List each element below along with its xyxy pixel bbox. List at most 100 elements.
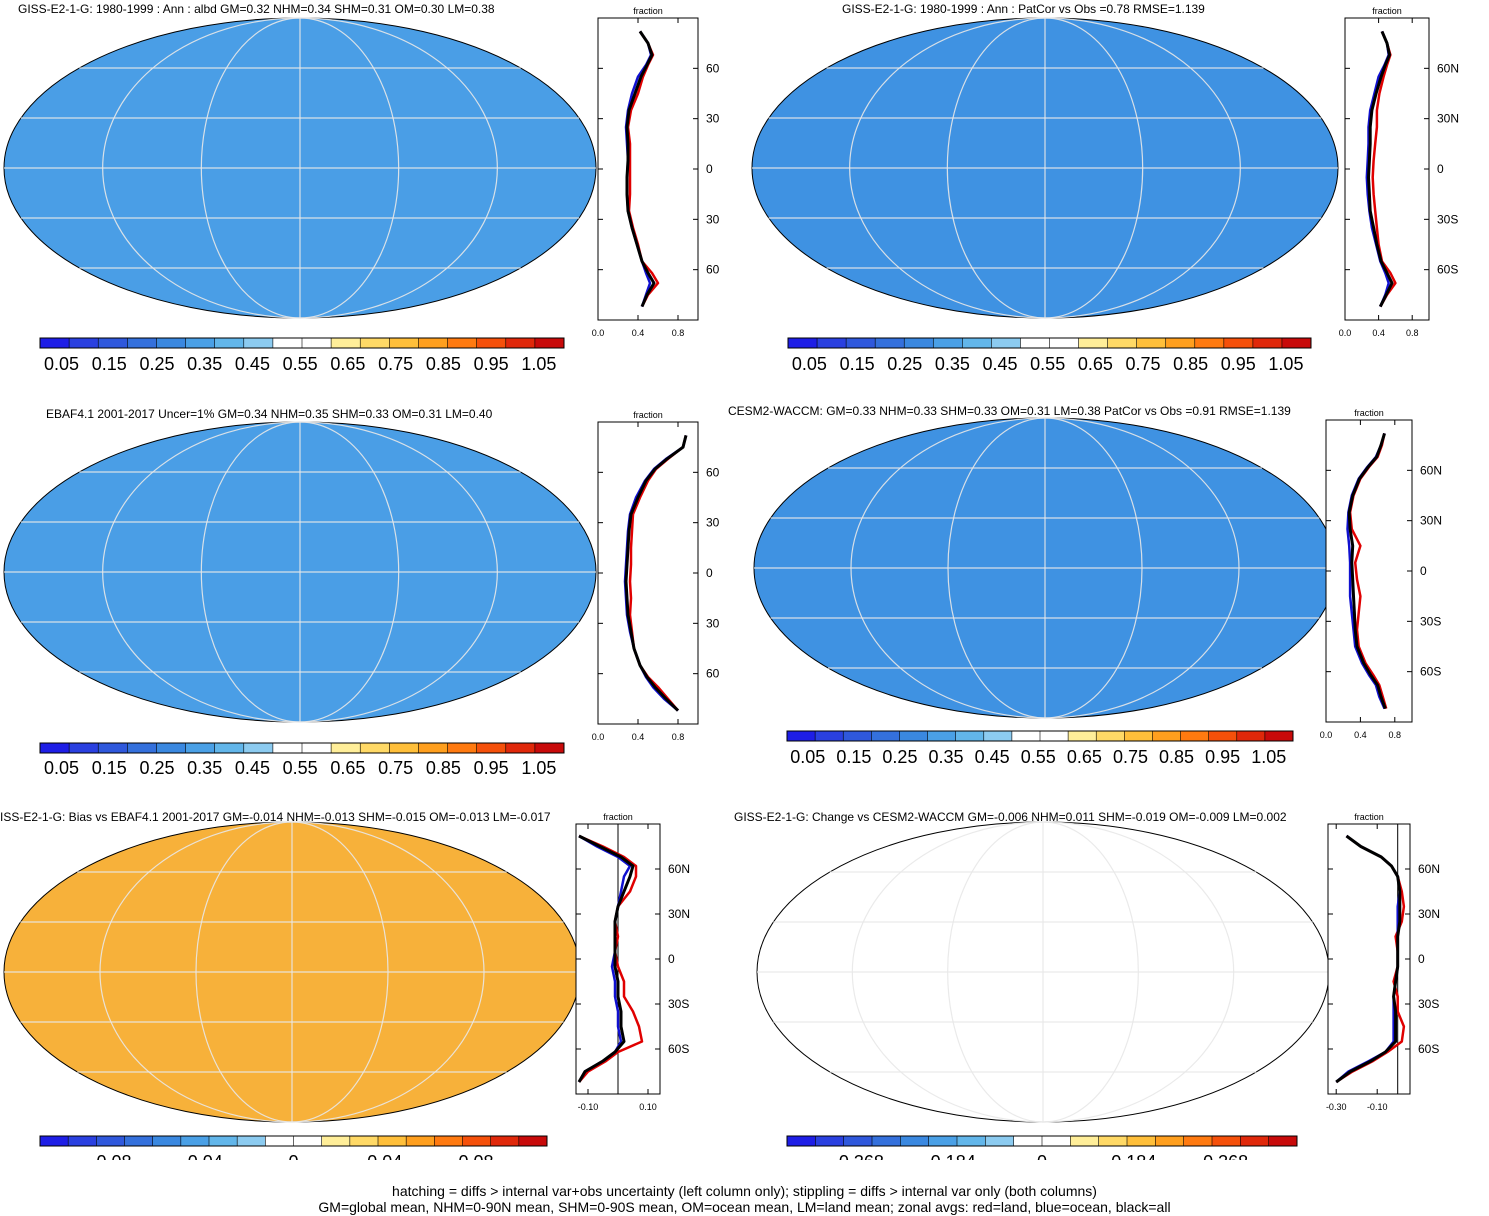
lat-lon-grid (4, 821, 580, 1123)
longitude-line (849, 17, 1046, 319)
colorbar-label: 0.25 (139, 758, 174, 778)
colorbar-swatch (1281, 338, 1312, 348)
x-tick-label: 0.10 (639, 1102, 657, 1112)
zonal-axis-title: fraction (1372, 6, 1402, 16)
colorbar-swatch (1013, 1136, 1043, 1146)
lat-lon-grid (757, 821, 1329, 1123)
colorbar-label: 0.184 (1111, 1152, 1156, 1160)
colorbar-swatch (434, 1136, 463, 1146)
lat-label: 60N (668, 862, 690, 876)
x-tick-label: 0.0 (1320, 730, 1333, 740)
colorbar-label: -0.04 (182, 1152, 223, 1160)
colorbar-swatch (518, 1136, 548, 1146)
colorbar-label: -0.368 (833, 1152, 884, 1160)
colorbar-label: 0.15 (840, 354, 875, 374)
lat-lon-grid (4, 17, 596, 319)
zonal-series-line (1335, 834, 1402, 1084)
colorbar-label: 0.95 (474, 354, 509, 374)
colorbar-label: 0.04 (367, 1152, 402, 1160)
colorbar-swatch (349, 1136, 379, 1146)
panel-title: GISS-E2-1-G: Change vs CESM2-WACCM GM=-0… (734, 810, 1287, 824)
colorbar-swatch (1040, 731, 1069, 741)
longitude-line (850, 417, 1046, 719)
x-tick-label: 0.8 (672, 732, 685, 742)
x-tick-label: 0.4 (1354, 730, 1367, 740)
colorbar-label: -0.08 (90, 1152, 131, 1160)
colorbar-label: 0.45 (975, 747, 1010, 767)
lat-label: 60S (1437, 263, 1458, 277)
lat-label: 30S (706, 212, 720, 226)
colorbar-swatch (787, 731, 816, 741)
longitude-line (200, 421, 301, 723)
lat-lon-grid (4, 421, 596, 723)
colorbar-swatch (185, 338, 216, 348)
colorbar-swatch (406, 1136, 435, 1146)
lat-label: 60S (1420, 665, 1441, 679)
colorbar-swatch (243, 338, 274, 348)
colorbar-label: 0.45 (235, 354, 270, 374)
colorbar-label: 0.95 (474, 758, 509, 778)
colorbar-swatch (1212, 1136, 1241, 1146)
colorbar-swatch (991, 338, 1021, 348)
colorbar-swatch (815, 1136, 845, 1146)
colorbar-swatch (293, 1136, 323, 1146)
colorbar-swatch (418, 338, 449, 348)
longitude-line (1042, 821, 1139, 1123)
colorbar-swatch (152, 1136, 182, 1146)
colorbar-swatch (787, 1136, 816, 1146)
lat-label: 30S (706, 616, 720, 630)
colorbar-swatch (1042, 1136, 1071, 1146)
colorbar-swatch (40, 743, 70, 753)
colorbar-swatch (1136, 338, 1167, 348)
footnote-line-1: hatching = diffs > internal var+obs unce… (392, 1183, 1097, 1199)
colorbar-label: 0.15 (92, 354, 127, 374)
zonal-series-line (1367, 30, 1394, 308)
longitude-line (195, 821, 293, 1123)
colorbar: -0.08 -0.04 0 0.04 0.08 (39, 1135, 548, 1160)
colorbar-swatch (985, 1136, 1015, 1146)
colorbar-swatch (1165, 338, 1196, 348)
colorbar-swatch (1180, 731, 1210, 741)
lat-label: 60S (706, 667, 720, 681)
longitude-line (299, 17, 498, 319)
x-tick-label: 0.0 (592, 328, 605, 338)
colorbar-swatch (243, 743, 274, 753)
x-tick-label: 0.4 (632, 328, 645, 338)
colorbar-swatch (302, 743, 332, 753)
colorbar-swatch (871, 731, 900, 741)
longitude-line (299, 421, 498, 723)
colorbar-swatch (98, 743, 128, 753)
colorbar-label: 0.55 (1030, 354, 1065, 374)
longitude-line (1044, 17, 1241, 319)
colorbar-label: -0.184 (925, 1152, 976, 1160)
colorbar-swatch (237, 1136, 266, 1146)
zonal-series-line (625, 30, 656, 308)
colorbar-swatch (1096, 731, 1125, 741)
panel-title: ISS-E2-1-G: Bias vs EBAF4.1 2001-2017 GM… (0, 810, 551, 824)
colorbar-swatch (68, 1136, 97, 1146)
longitude-line (102, 17, 301, 319)
colorbar-swatch (1155, 1136, 1185, 1146)
zonal-series-line (624, 435, 688, 712)
lat-label: 30N (1437, 112, 1459, 126)
colorbar-swatch (962, 338, 992, 348)
colorbar-label: 0.95 (1205, 747, 1240, 767)
colorbar-swatch (156, 338, 187, 348)
zonal-chart: fraction 60N 30N 0 30S 60S -0.30 -0.10 (1326, 812, 1440, 1112)
longitude-line (291, 821, 485, 1123)
colorbar-swatch (928, 1136, 958, 1146)
colorbar-label: 0.65 (1067, 747, 1102, 767)
x-tick-label: 0.8 (1389, 730, 1402, 740)
colorbar-swatch (1127, 1136, 1156, 1146)
colorbar-label: 0.65 (330, 758, 365, 778)
colorbar-swatch (476, 338, 507, 348)
colorbar-label: 0.85 (1173, 354, 1208, 374)
colorbar-swatch (1252, 338, 1283, 348)
lat-label: 0 (1418, 952, 1425, 966)
colorbar-swatch (817, 338, 847, 348)
colorbar-label: 0.85 (426, 354, 461, 374)
colorbar-swatch (98, 338, 128, 348)
colorbar-label: 0.05 (792, 354, 827, 374)
